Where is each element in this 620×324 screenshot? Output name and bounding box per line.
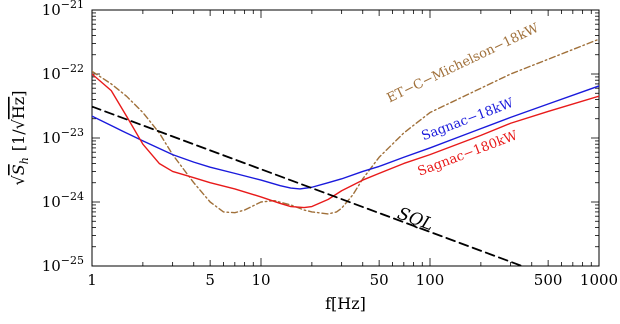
curve-annotations: ET−C−Michelson−18kWSagnac−18kWSagnac−180…	[385, 21, 542, 236]
series-line-sql	[92, 105, 523, 266]
x-axis-label: f[Hz]	[325, 294, 366, 313]
annotation-et-c-michelson-18kw: ET−C−Michelson−18kW	[385, 21, 542, 107]
axis-tick-labels: 1 5 10 50 100 500 1000 10−25 10−24 10−23 10−22 10−2…	[42, 0, 618, 289]
y-axis-label-unit-open: [1/	[9, 129, 28, 151]
x-tick-label: 500	[534, 271, 563, 289]
y-tick-label: 10−23	[42, 126, 84, 147]
x-tick-label: 100	[416, 271, 445, 289]
series-line-et-c-michelson-18kw	[92, 38, 599, 215]
axis-ticks	[91, 9, 599, 267]
series-line-sagnac-18kw	[92, 85, 599, 190]
x-tick-label: 1000	[580, 271, 618, 289]
y-tick-label: 10−25	[42, 254, 84, 275]
y-axis-label: √Sh[1/√Hz]	[9, 91, 31, 186]
plot-frame	[91, 9, 600, 267]
annotation-sql: SQL	[395, 204, 437, 236]
y-axis-label-unit-close: ]	[9, 91, 28, 97]
y-tick-label: 10−24	[42, 190, 84, 211]
series-line-sagnac-180kw	[92, 73, 599, 209]
x-tick-label: 50	[370, 271, 389, 289]
y-axis-label-unit-hz: Hz	[9, 97, 28, 119]
y-axis-label-root: √	[9, 174, 28, 185]
y-axis-label-symbol: S	[9, 164, 28, 175]
y-axis-label-unit-root: √	[9, 118, 28, 129]
y-tick-label: 10−22	[42, 62, 84, 83]
data-curves	[92, 38, 599, 266]
y-tick-label: 10−21	[42, 0, 84, 19]
x-tick-label: 5	[205, 271, 215, 289]
y-axis-label-subscript: h	[18, 157, 31, 164]
svg-text:√Sh[1/√Hz]: √Sh[1/√Hz]	[9, 91, 31, 186]
x-tick-label: 1	[87, 271, 97, 289]
x-tick-label: 10	[251, 271, 270, 289]
